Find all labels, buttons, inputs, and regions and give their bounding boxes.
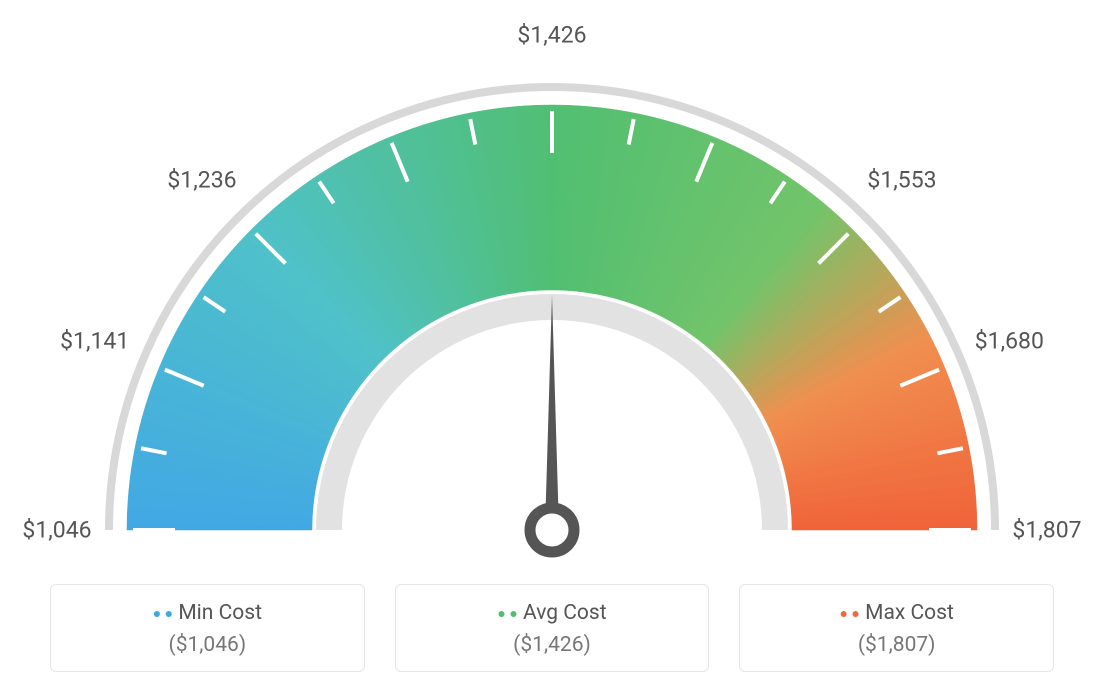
gauge-needle-base [530, 508, 574, 552]
gauge-area: $1,046 $1,141 $1,236 $1,426 $1,553 $1,680 $1,8… [0, 0, 1104, 560]
gauge-svg [0, 0, 1104, 560]
legend-min-label: ● Min Cost [61, 601, 354, 625]
legend-min: ● Min Cost ($1,046) [50, 584, 365, 672]
gauge-tick-label: $1,426 [517, 22, 586, 49]
gauge-tick-label: $1,141 [60, 327, 129, 354]
cost-gauge-chart: $1,046 $1,141 $1,236 $1,426 $1,553 $1,680 $1,8… [0, 0, 1104, 690]
legend-avg-label: ● Avg Cost [406, 601, 699, 625]
gauge-tick-label: $1,046 [22, 517, 91, 544]
legend-avg: ● Avg Cost ($1,426) [395, 584, 710, 672]
legend-row: ● Min Cost ($1,046) ● Avg Cost ($1,426) … [50, 584, 1054, 672]
legend-max-value: ($1,807) [750, 633, 1043, 657]
legend-max-label: ● Max Cost [750, 601, 1043, 625]
legend-max: ● Max Cost ($1,807) [739, 584, 1054, 672]
gauge-tick-label: $1,236 [167, 166, 236, 193]
gauge-needle [545, 295, 559, 530]
gauge-tick-label: $1,807 [1012, 517, 1081, 544]
legend-avg-value: ($1,426) [406, 633, 699, 657]
legend-min-value: ($1,046) [61, 633, 354, 657]
gauge-tick-label: $1,553 [867, 166, 936, 193]
gauge-tick-label: $1,680 [975, 327, 1044, 354]
